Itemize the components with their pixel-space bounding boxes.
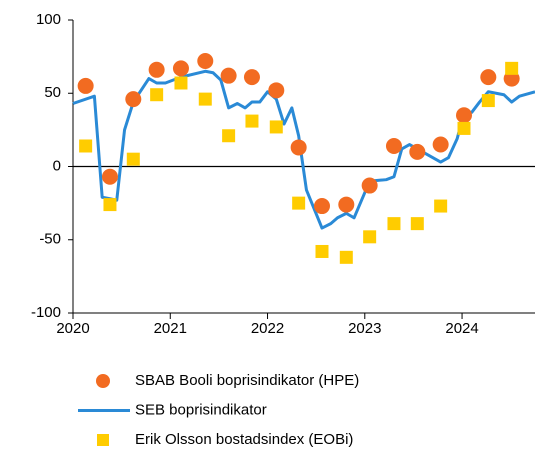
point-square	[103, 198, 117, 212]
point-square	[434, 199, 448, 213]
point-square	[269, 120, 283, 134]
point-circle	[361, 177, 378, 194]
point-circle	[432, 136, 449, 153]
y-tick-label: 0	[53, 157, 61, 174]
point-circle	[125, 91, 142, 108]
point-square	[126, 152, 140, 166]
legend-label: SBAB Booli boprisindikator (HPE)	[135, 372, 359, 389]
point-circle	[268, 82, 285, 99]
point-circle	[243, 69, 260, 86]
point-circle	[455, 107, 472, 124]
y-tick-label: 100	[36, 11, 61, 28]
point-square	[339, 250, 353, 264]
point-square	[198, 92, 212, 106]
point-square	[505, 61, 519, 75]
point-square	[410, 217, 424, 231]
point-square	[457, 121, 471, 135]
y-tick-label: -100	[31, 304, 61, 321]
point-square	[315, 244, 329, 258]
point-circle	[385, 137, 402, 154]
legend-label: Erik Olsson bostadsindex (EOBi)	[135, 431, 353, 448]
point-circle	[101, 168, 118, 185]
point-circle	[313, 198, 330, 215]
point-circle	[172, 60, 189, 77]
y-tick-label: -50	[39, 231, 61, 248]
legend-marker	[96, 374, 110, 388]
point-circle	[148, 61, 165, 78]
point-square	[150, 88, 164, 102]
legend-marker	[97, 434, 109, 446]
point-circle	[290, 139, 307, 156]
point-square	[245, 114, 259, 128]
point-circle	[480, 69, 497, 86]
point-circle	[338, 196, 355, 213]
legend-label: SEB boprisindikator	[135, 401, 267, 418]
x-tick-label: 2020	[56, 320, 89, 337]
x-tick-label: 2021	[154, 320, 187, 337]
point-circle	[220, 67, 237, 84]
x-tick-label: 2024	[445, 320, 478, 337]
point-square	[387, 217, 401, 231]
point-square	[292, 196, 306, 210]
y-tick-label: 50	[44, 84, 61, 101]
point-square	[481, 94, 495, 108]
x-tick-label: 2022	[251, 320, 284, 337]
point-square	[79, 139, 93, 153]
point-square	[174, 76, 188, 90]
point-square	[363, 230, 377, 244]
point-circle	[77, 77, 94, 94]
x-tick-label: 2023	[348, 320, 381, 337]
point-square	[222, 129, 236, 143]
point-circle	[197, 53, 214, 70]
point-circle	[409, 143, 426, 160]
